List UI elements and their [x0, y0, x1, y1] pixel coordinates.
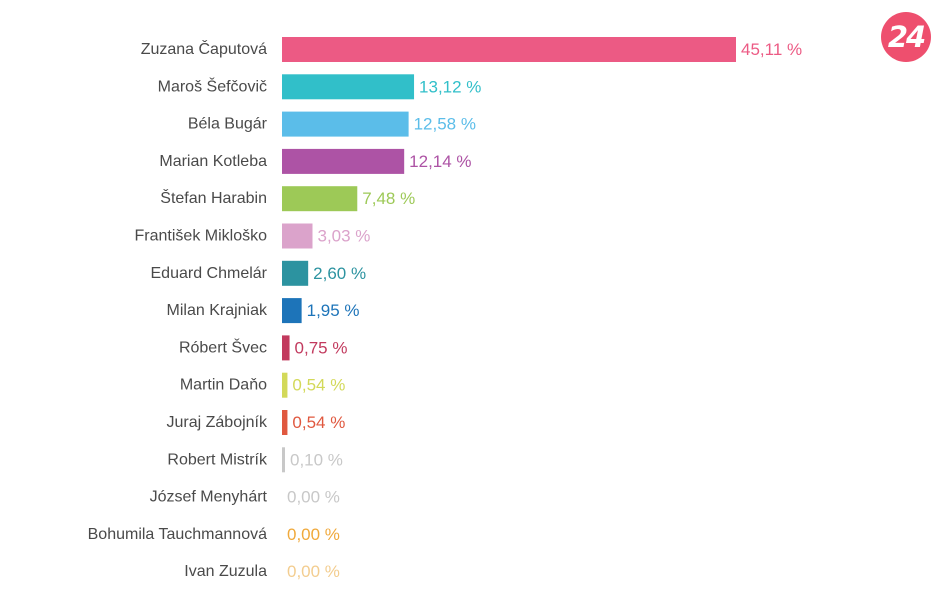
category-label: József Menyhárt	[150, 489, 268, 506]
category-label: František Mikloško	[135, 228, 268, 245]
category-label: Štefan Harabin	[160, 188, 267, 207]
category-label: Marian Kotleba	[159, 153, 267, 170]
value-label: 12,58 %	[414, 115, 476, 134]
category-label: Robert Mistrík	[167, 451, 268, 468]
category-label: Martin Daňo	[180, 377, 267, 394]
value-label: 2,60 %	[313, 264, 366, 283]
value-label: 0,00 %	[287, 562, 340, 581]
bar	[282, 111, 409, 137]
category-label: Maroš Šefčovič	[158, 76, 267, 95]
bar	[282, 186, 358, 212]
logo-24-badge: 24	[881, 12, 931, 62]
value-label: 0,54 %	[292, 413, 345, 432]
bar	[282, 148, 405, 174]
category-label: Róbert Švec	[179, 337, 267, 356]
logo-text: 24	[887, 19, 926, 54]
bar	[282, 298, 302, 324]
category-label: Eduard Chmelár	[151, 265, 268, 282]
value-label: 13,12 %	[419, 77, 481, 96]
value-label: 7,48 %	[362, 189, 415, 208]
value-label: 0,10 %	[290, 450, 343, 469]
category-label: Bohumila Tauchmannová	[88, 526, 267, 543]
value-label: 0,00 %	[287, 525, 340, 544]
value-label: 0,54 %	[292, 376, 345, 395]
bar	[282, 372, 288, 398]
value-label: 45,11 %	[741, 40, 802, 59]
bar	[282, 223, 313, 249]
value-label: 0,75 %	[295, 338, 348, 357]
bar	[282, 447, 285, 473]
category-label: Milan Krajniak	[167, 302, 268, 319]
value-label: 0,00 %	[287, 488, 340, 507]
bar	[282, 335, 290, 361]
category-label: Zuzana Čaputová	[141, 39, 267, 58]
bar	[282, 37, 736, 62]
category-label: Juraj Zábojník	[167, 414, 268, 431]
category-label: Béla Bugár	[188, 116, 268, 133]
bar	[282, 410, 288, 435]
bar	[282, 74, 415, 100]
value-label: 1,95 %	[307, 301, 360, 320]
value-label: 12,14 %	[409, 152, 471, 171]
category-label: Ivan Zuzula	[184, 563, 267, 580]
bar	[282, 260, 309, 286]
value-label: 3,03 %	[317, 227, 370, 246]
